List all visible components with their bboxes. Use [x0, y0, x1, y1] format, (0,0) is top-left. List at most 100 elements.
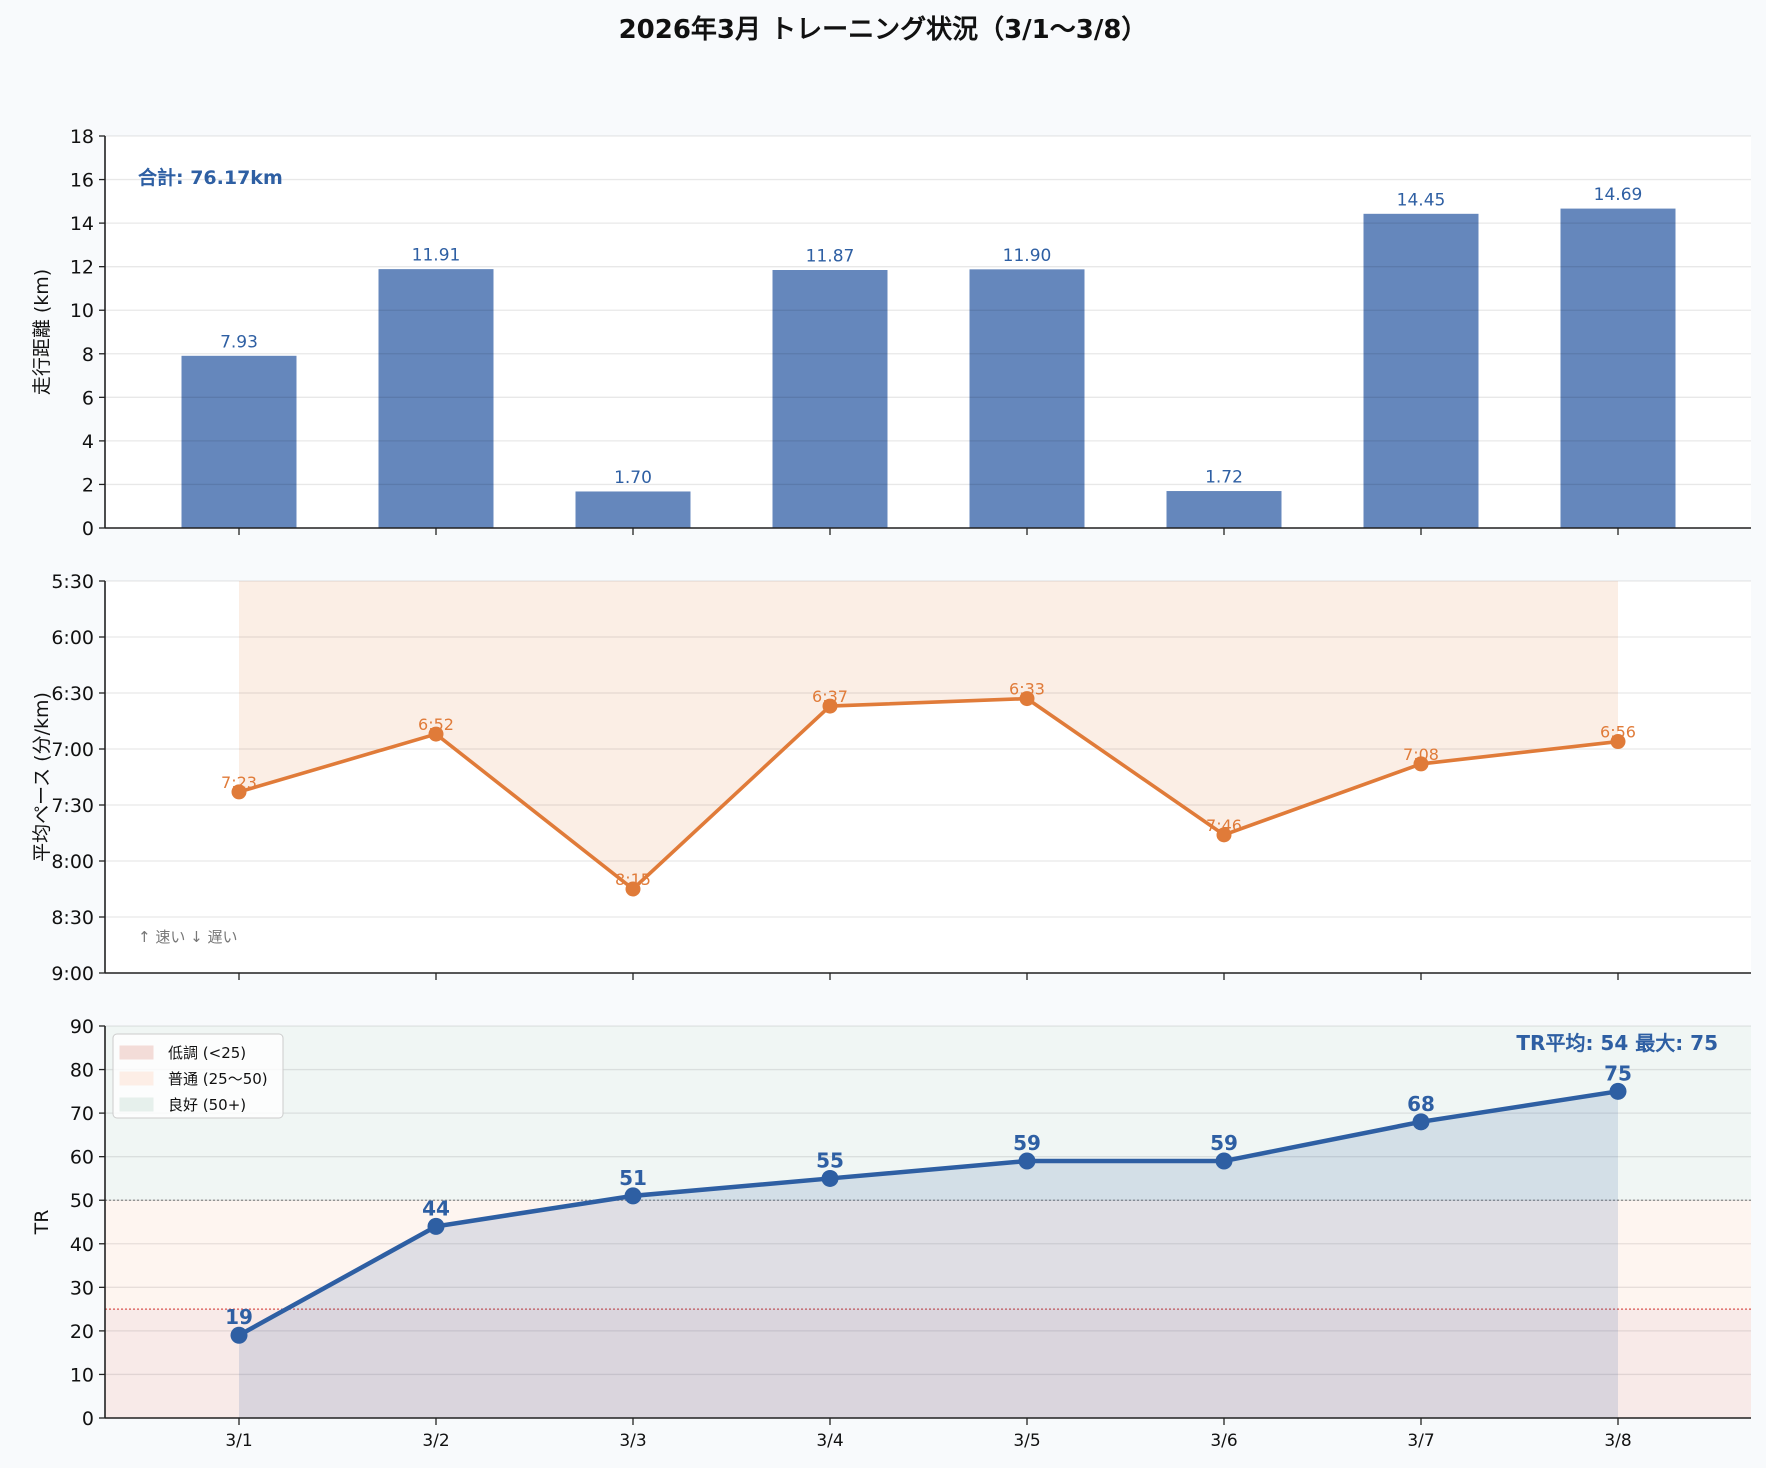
tr-point [427, 1217, 445, 1235]
y-tick-label: 8:00 [51, 851, 94, 873]
tr-value-label: 59 [1210, 1131, 1238, 1155]
pace-point [822, 698, 838, 714]
x-tick-label: 3/2 [422, 1431, 449, 1451]
tr-value-label: 59 [1013, 1131, 1041, 1155]
tr-fill-area [239, 1091, 1618, 1418]
y-tick-label: 0 [82, 1408, 94, 1430]
bar-value-label: 1.70 [614, 468, 652, 488]
tr-line [237, 1089, 1619, 1338]
x-tick-label: 3/5 [1013, 1431, 1040, 1451]
y-tick-label: 4 [82, 431, 94, 453]
y-tick-label: 2 [82, 474, 94, 496]
tr-value-label: 55 [816, 1148, 844, 1172]
pace-value-label: 7:23 [221, 773, 257, 792]
bar-value-label: 14.45 [1397, 190, 1446, 210]
bar-value-label: 1.72 [1205, 468, 1243, 488]
band-0 [105, 1309, 1751, 1418]
tr-point [1412, 1113, 1430, 1131]
plot-area [105, 581, 1751, 973]
bar [377, 268, 495, 529]
tr-point [1609, 1082, 1627, 1100]
x-tick-label: 3/4 [816, 1431, 843, 1451]
tr-value-label: 44 [422, 1196, 450, 1220]
bar [574, 490, 692, 529]
band-1 [105, 1200, 1751, 1310]
y-tick-label: 80 [70, 1060, 94, 1082]
tr-summary-annotation: TR平均: 54 最大: 75 [1516, 1031, 1718, 1055]
plot-area [105, 136, 1751, 528]
pace-value-label: 6:56 [1600, 723, 1636, 742]
pace-point [1610, 734, 1626, 750]
bar [180, 354, 298, 529]
y-tick-label: 9:00 [51, 963, 94, 985]
bar [1362, 212, 1480, 529]
y-tick-label: 8 [82, 344, 94, 366]
x-tick-label: 3/7 [1407, 1431, 1434, 1451]
pace-value-label: 8:15 [615, 870, 651, 889]
y-tick-label: 0 [82, 518, 94, 540]
legend-label: 普通 (25〜50) [168, 1070, 268, 1088]
y-axis-label: 走行距離 (km) [31, 269, 53, 395]
pace-line [238, 696, 1619, 892]
y-axis-label: TR [31, 1210, 53, 1236]
legend-label: 良好 (50+) [168, 1096, 246, 1114]
y-tick-label: 20 [70, 1321, 94, 1343]
y-tick-label: 6 [82, 387, 94, 409]
tr-value-label: 19 [225, 1305, 253, 1329]
bar [968, 268, 1086, 529]
pace-value-label: 7:46 [1206, 816, 1242, 835]
pace-fill-area [239, 581, 1618, 889]
pace-point [1413, 756, 1429, 772]
pace-direction-annotation: ↑ 速い ↓ 遅い [138, 928, 237, 946]
total-distance-annotation: 合計: 76.17km [138, 166, 283, 189]
tr-value-label: 51 [619, 1166, 647, 1190]
pace-value-label: 6:33 [1009, 680, 1045, 699]
y-tick-label: 16 [70, 170, 94, 192]
pace-point [1216, 827, 1232, 843]
pace-point [1019, 691, 1035, 707]
pace-value-label: 6:37 [812, 687, 848, 706]
bar [1559, 207, 1677, 529]
tr-value-label: 68 [1407, 1092, 1435, 1116]
y-tick-label: 5:30 [51, 571, 94, 593]
x-tick-label: 3/1 [225, 1431, 252, 1451]
y-tick-label: 7:00 [51, 739, 94, 761]
y-tick-label: 90 [70, 1016, 94, 1038]
tr-point [230, 1326, 248, 1344]
bar-value-label: 11.90 [1003, 246, 1052, 266]
y-tick-label: 10 [70, 1364, 94, 1386]
legend-swatch [119, 1071, 154, 1086]
y-axis-label: 平均ペース (分/km) [31, 692, 53, 862]
pace-value-label: 7:08 [1403, 745, 1439, 764]
x-tick-label: 3/3 [619, 1431, 646, 1451]
legend-swatch [119, 1045, 154, 1060]
y-tick-label: 7:30 [51, 795, 94, 817]
y-tick-label: 18 [70, 126, 94, 148]
pace-point [428, 726, 444, 742]
y-tick-label: 8:30 [51, 907, 94, 929]
bar-value-label: 11.87 [806, 246, 855, 266]
y-tick-label: 40 [70, 1234, 94, 1256]
legend-box [112, 1033, 284, 1119]
y-tick-label: 70 [70, 1103, 94, 1125]
y-tick-label: 14 [70, 213, 94, 235]
y-tick-label: 50 [70, 1190, 94, 1212]
pace-point [231, 784, 247, 800]
tr-point [1018, 1152, 1036, 1170]
pace-point [625, 881, 641, 897]
tr-point [821, 1169, 839, 1187]
tr-point [1215, 1152, 1233, 1170]
x-tick-label: 3/8 [1604, 1431, 1631, 1451]
x-tick-label: 3/6 [1210, 1431, 1237, 1451]
y-tick-label: 6:00 [51, 627, 94, 649]
bar [1165, 490, 1283, 529]
y-tick-label: 6:30 [51, 683, 94, 705]
bar-value-label: 14.69 [1594, 185, 1643, 205]
pace-value-label: 6:52 [418, 715, 454, 734]
legend-swatch [119, 1097, 154, 1112]
bar-value-label: 7.93 [220, 332, 258, 352]
y-tick-label: 30 [70, 1277, 94, 1299]
y-tick-label: 10 [70, 300, 94, 322]
y-tick-label: 60 [70, 1147, 94, 1169]
